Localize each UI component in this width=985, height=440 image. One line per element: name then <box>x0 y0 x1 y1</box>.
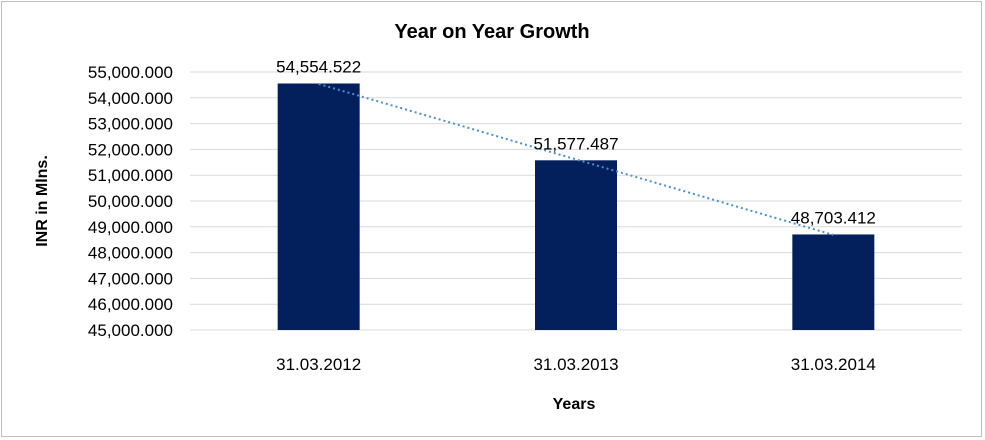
bar <box>792 234 875 330</box>
y-tick-label: 51,000.000 <box>88 166 173 185</box>
y-axis-label: INR in Mlns. <box>34 155 51 247</box>
x-axis-label: Years <box>553 396 596 413</box>
y-tick-label: 49,000.000 <box>88 218 173 237</box>
y-tick-label: 48,000.000 <box>88 244 173 263</box>
data-labels: 54,554.522 51,577.487 48,703.412 <box>276 57 876 227</box>
chart-title: Year on Year Growth <box>394 21 589 43</box>
y-tick-labels: 45,000.000 46,000.000 47,000.000 48,000.000… <box>88 63 173 340</box>
y-tick-label: 55,000.000 <box>88 63 173 82</box>
y-tick-label: 47,000.000 <box>88 269 173 288</box>
bar <box>277 83 360 330</box>
y-tick-label: 45,000.000 <box>88 321 173 340</box>
trendline-group <box>318 82 834 236</box>
x-tick-label: 31.03.2013 <box>533 355 618 374</box>
y-tick-label: 54,000.000 <box>88 89 173 108</box>
x-tick-label: 31.03.2012 <box>276 355 361 374</box>
bars <box>277 83 875 330</box>
y-tick-label: 53,000.000 <box>88 115 173 134</box>
trendline <box>318 82 834 236</box>
y-tick-label: 50,000.000 <box>88 192 173 211</box>
data-label: 48,703.412 <box>791 208 876 227</box>
data-label: 51,577.487 <box>533 134 618 153</box>
y-tick-label: 46,000.000 <box>88 295 173 314</box>
y-tick-label: 52,000.000 <box>88 140 173 159</box>
x-tick-labels: 31.03.2012 31.03.2013 31.03.2014 <box>276 355 876 374</box>
data-label: 54,554.522 <box>276 57 361 76</box>
x-tick-label: 31.03.2014 <box>791 355 876 374</box>
bar <box>535 160 617 330</box>
